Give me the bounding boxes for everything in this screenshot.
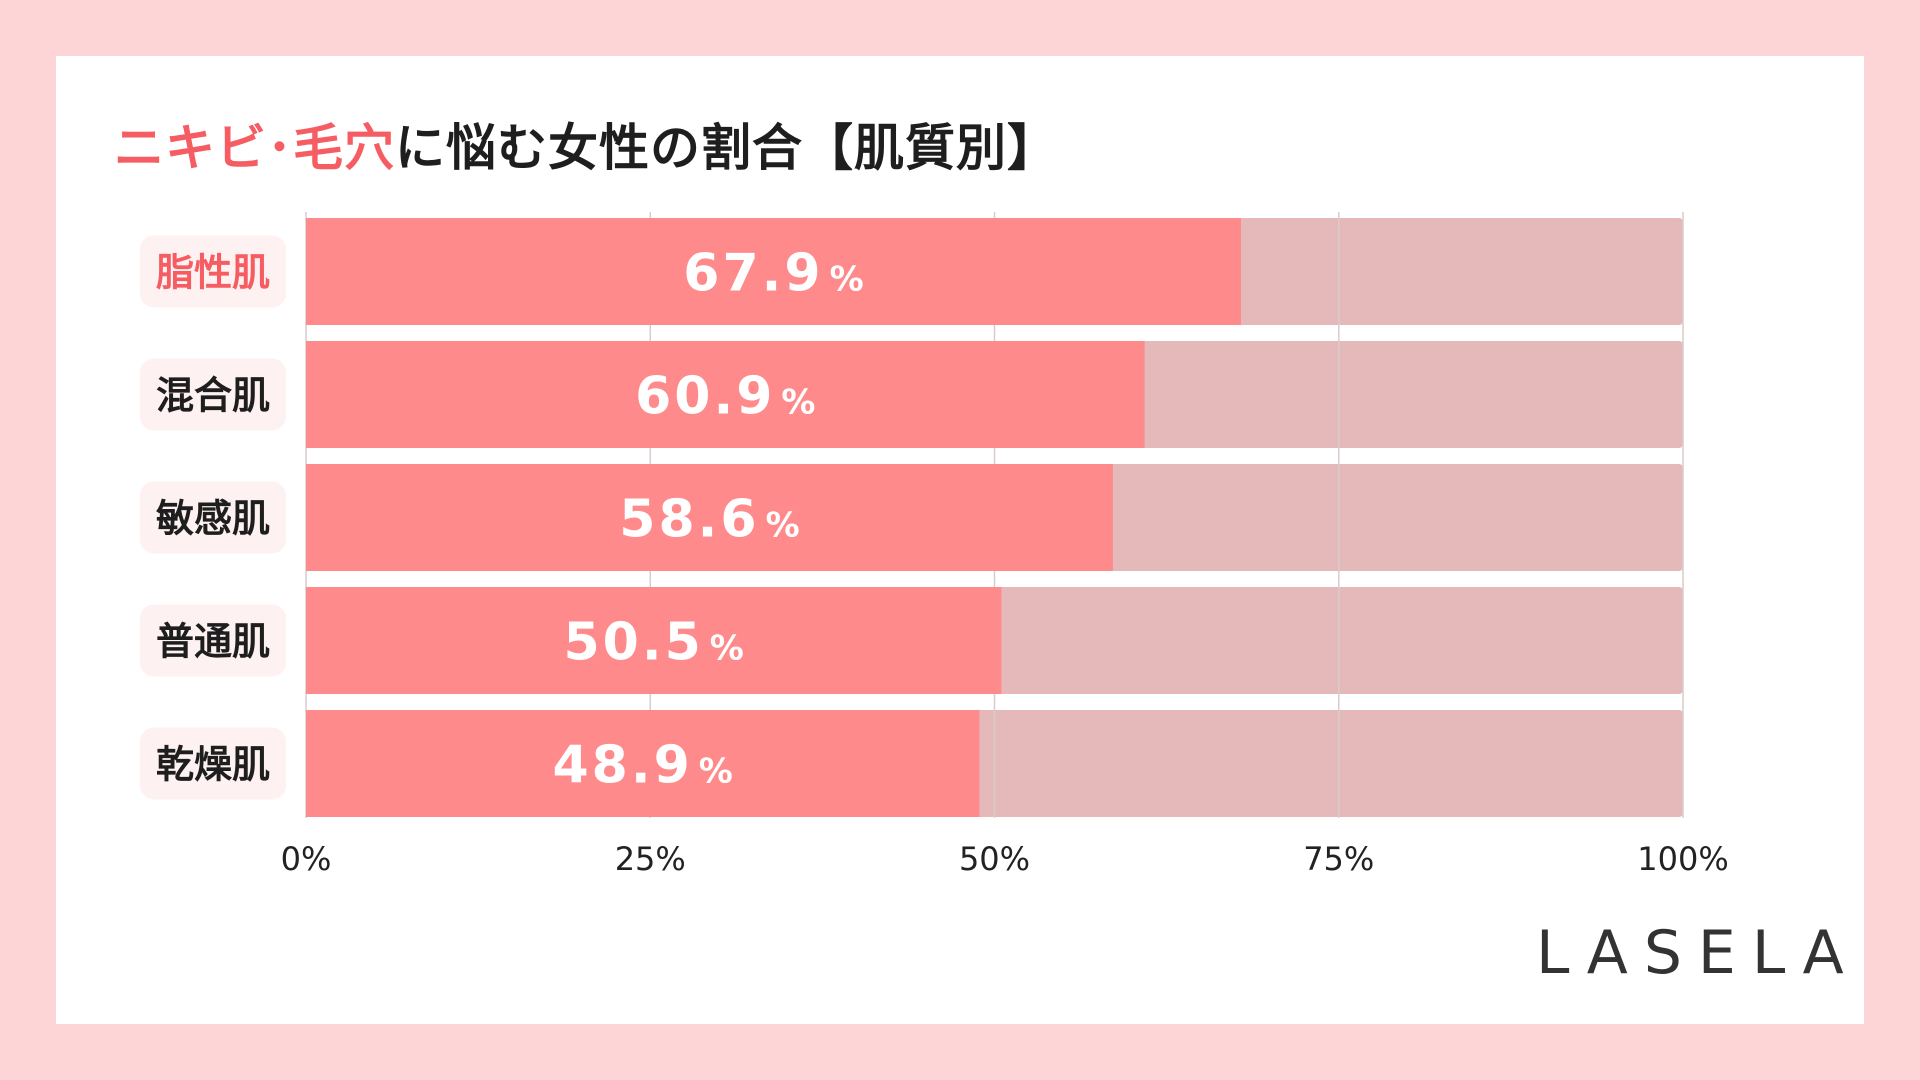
category-label-4: 乾燥肌: [156, 743, 270, 787]
x-tick-label-1: 25%: [615, 840, 686, 878]
x-tick-label-3: 75%: [1303, 840, 1374, 878]
x-tick-label-0: 0%: [281, 840, 332, 878]
x-tick-label-4: 100%: [1637, 840, 1728, 878]
category-badge-4: [140, 727, 286, 800]
chart-title: ニキビ･毛穴に悩む女性の割合【肌質別】: [114, 108, 1058, 180]
bar-0: [306, 218, 1241, 325]
category-badge-3: [140, 604, 286, 677]
value-label-2: 58.6%: [619, 490, 799, 550]
category-label-3: 普通肌: [156, 620, 270, 664]
chart-title-accent: ニキビ･毛穴: [114, 119, 395, 177]
category-badge-2: [140, 481, 286, 554]
category-label-1: 混合肌: [156, 374, 270, 418]
category-label-2: 敏感肌: [156, 497, 270, 541]
value-label-4: 48.9%: [552, 736, 732, 796]
value-label-1: 60.9%: [635, 367, 815, 427]
category-label-0: 脂性肌: [156, 251, 270, 295]
brand-logo: LASELA: [1536, 918, 1860, 988]
category-badge-1: [140, 358, 286, 431]
chart-title-rest: に悩む女性の割合【肌質別】: [395, 119, 1058, 177]
bar-4: [306, 710, 980, 817]
value-label-0: 67.9%: [683, 244, 863, 304]
bar-1: [306, 341, 1145, 448]
category-badge-0: [140, 235, 286, 308]
value-label-3: 50.5%: [563, 613, 743, 673]
bar-3: [306, 587, 1002, 694]
x-tick-label-2: 50%: [959, 840, 1030, 878]
bar-2: [306, 464, 1113, 571]
